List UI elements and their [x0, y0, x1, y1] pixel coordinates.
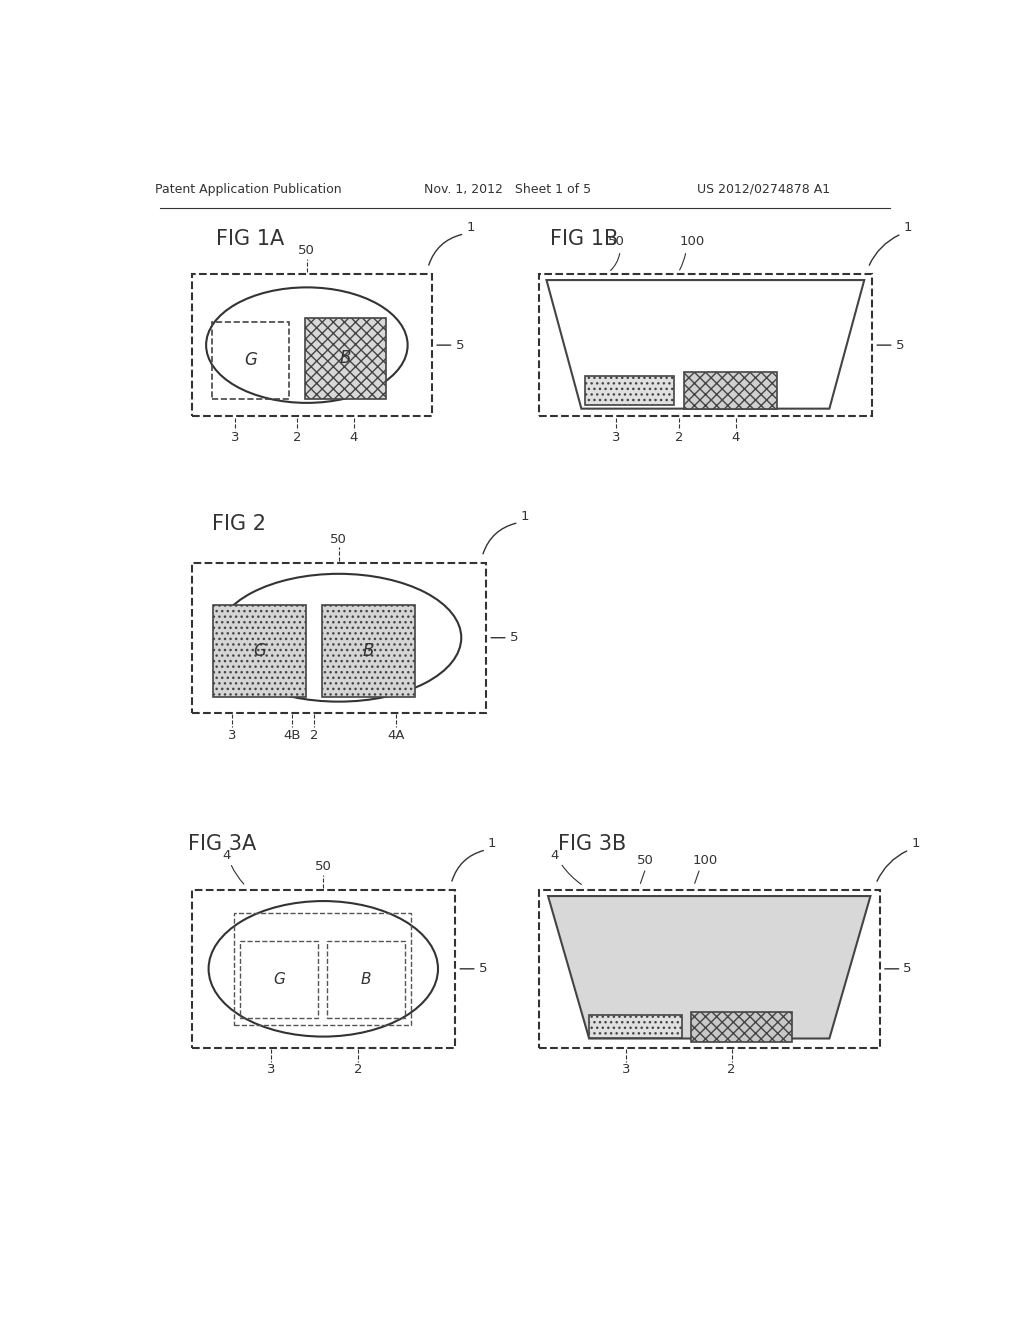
Text: Nov. 1, 2012   Sheet 1 of 5: Nov. 1, 2012 Sheet 1 of 5	[424, 182, 591, 195]
Text: G: G	[244, 351, 257, 370]
Bar	[539, 275, 872, 416]
Bar	[234, 913, 411, 1024]
Bar	[586, 376, 675, 405]
Text: 3: 3	[267, 1063, 275, 1076]
Text: FIG 3A: FIG 3A	[188, 834, 257, 854]
Text: B: B	[360, 973, 371, 987]
Text: 4: 4	[731, 432, 739, 445]
Text: 1: 1	[911, 837, 920, 850]
Polygon shape	[548, 896, 870, 1039]
Text: 1: 1	[488, 837, 497, 850]
Text: FIG 3B: FIG 3B	[558, 834, 627, 854]
Text: 3: 3	[612, 432, 621, 445]
Bar	[241, 941, 317, 1019]
Text: 5: 5	[510, 631, 518, 644]
Text: 3: 3	[622, 1063, 631, 1076]
Text: 3: 3	[227, 730, 237, 742]
Text: 2: 2	[293, 432, 301, 445]
Bar	[539, 890, 880, 1048]
Text: 2: 2	[354, 1063, 362, 1076]
Bar	[322, 605, 415, 697]
Text: 50: 50	[637, 854, 654, 867]
Text: 2: 2	[727, 1063, 736, 1076]
Text: 2: 2	[309, 730, 318, 742]
Text: 50: 50	[298, 244, 315, 257]
Text: 5: 5	[478, 962, 487, 975]
Text: 3: 3	[230, 432, 240, 445]
Text: B: B	[362, 643, 374, 660]
Text: G: G	[253, 643, 266, 660]
Text: 5: 5	[903, 962, 912, 975]
Bar	[684, 372, 777, 409]
Text: 1: 1	[466, 222, 475, 234]
Text: 4: 4	[349, 432, 357, 445]
Bar	[691, 1012, 793, 1041]
Text: 4: 4	[550, 849, 558, 862]
Text: 1: 1	[903, 222, 912, 234]
Text: 50: 50	[608, 235, 625, 248]
Bar	[212, 322, 289, 399]
Text: US 2012/0274878 A1: US 2012/0274878 A1	[697, 182, 830, 195]
Bar	[191, 890, 455, 1048]
Text: 50: 50	[314, 861, 332, 874]
Bar	[328, 941, 404, 1019]
Text: 4A: 4A	[387, 730, 404, 742]
Text: 4: 4	[222, 849, 230, 862]
Bar	[191, 275, 432, 416]
Text: 50: 50	[331, 533, 347, 546]
Text: B: B	[340, 350, 351, 367]
Text: 100: 100	[693, 854, 718, 867]
Bar	[213, 605, 306, 697]
Bar	[305, 318, 386, 399]
Text: 5: 5	[456, 339, 464, 351]
Bar	[589, 1015, 682, 1038]
Text: 4B: 4B	[284, 730, 301, 742]
Text: G: G	[273, 973, 285, 987]
Text: 100: 100	[680, 235, 705, 248]
Bar	[191, 562, 486, 713]
Text: 2: 2	[675, 432, 684, 445]
Text: Patent Application Publication: Patent Application Publication	[155, 182, 341, 195]
Text: 5: 5	[896, 339, 904, 351]
Text: FIG 2: FIG 2	[212, 515, 265, 535]
Text: FIG 1A: FIG 1A	[216, 230, 284, 249]
Text: FIG 1B: FIG 1B	[550, 230, 618, 249]
Text: 1: 1	[520, 510, 529, 523]
